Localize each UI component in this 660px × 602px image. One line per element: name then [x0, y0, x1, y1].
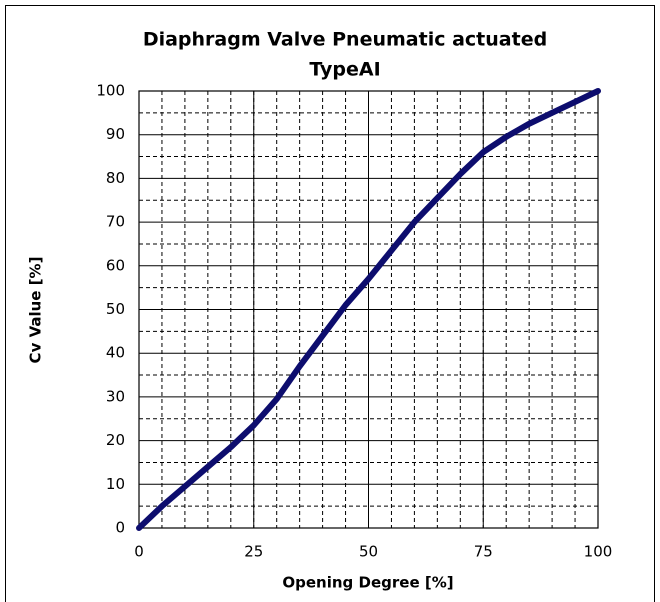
- y-tick-label: 100: [96, 82, 125, 100]
- x-tick-label: 0: [134, 543, 144, 561]
- x-tick-label: 50: [359, 543, 378, 561]
- x-tick-label: 75: [474, 543, 493, 561]
- x-axis-title: Opening Degree [%]: [282, 574, 453, 592]
- x-tick-label: 25: [244, 543, 263, 561]
- y-tick-label: 0: [115, 519, 125, 537]
- y-tick-label: 20: [106, 431, 125, 449]
- y-tick-label: 50: [106, 300, 125, 318]
- y-axis-title: Cv Value [%]: [27, 257, 45, 364]
- plot-border: [138, 90, 599, 529]
- data-line: [136, 88, 601, 531]
- chart-title: Diaphragm Valve Pneumatic actuated: [143, 29, 547, 51]
- y-tick-label: 80: [106, 169, 125, 187]
- y-tick-label: 10: [106, 475, 125, 493]
- y-tick-label: 90: [106, 125, 125, 143]
- chart-title: TypeAI: [309, 59, 380, 81]
- y-tick-label: 60: [106, 256, 125, 274]
- y-tick-label: 70: [106, 213, 125, 231]
- x-tick-label: 100: [584, 543, 613, 561]
- y-tick-label: 30: [106, 387, 125, 405]
- y-tick-label: 40: [106, 344, 125, 362]
